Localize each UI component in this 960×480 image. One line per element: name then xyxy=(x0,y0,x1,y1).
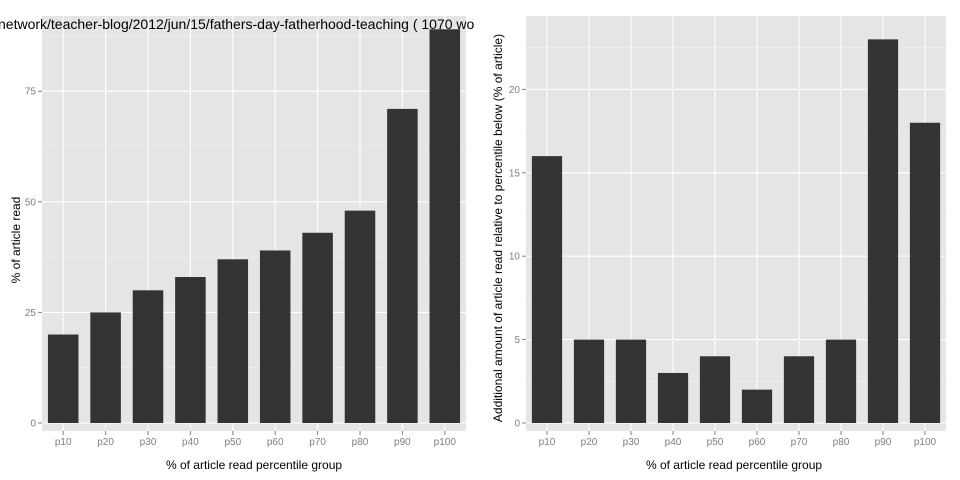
right-x-tick-label: p40 xyxy=(665,437,682,448)
left-bar-p90 xyxy=(387,108,418,424)
left-bar-p20 xyxy=(90,312,121,423)
left-y-tick-label: 75 xyxy=(25,87,37,98)
right-y-tick-label: 5 xyxy=(514,335,520,346)
left-bars xyxy=(47,29,461,424)
left-y-tick-label: 0 xyxy=(30,419,36,430)
left-x-tick-label: p70 xyxy=(309,437,326,448)
left-x-tick-label: p30 xyxy=(140,437,157,448)
left-chart-title: network/teacher-blog/2012/jun/15/fathers… xyxy=(0,16,475,32)
chart-right: 0 5 10 15 20 p10 p20 p30 p40 p50 p60 p70 p80 p90 p100… xyxy=(491,16,946,472)
right-x-tick-label: p70 xyxy=(791,437,808,448)
right-x-tick-label: p10 xyxy=(539,437,556,448)
right-bars xyxy=(531,39,941,424)
right-x-tick-label: p90 xyxy=(875,437,892,448)
right-x-axis-title: % of article read percentile group xyxy=(646,458,822,472)
right-x-tick-label: p60 xyxy=(749,437,766,448)
right-bar-p60 xyxy=(741,389,773,423)
left-bar-p10 xyxy=(47,334,79,423)
right-y-axis-title: Additional amount of article read relati… xyxy=(491,34,505,422)
left-y-axis-title: % of article read xyxy=(9,197,23,284)
left-x-tick-label: p80 xyxy=(352,437,369,448)
left-bar-p50 xyxy=(217,259,249,423)
left-x-axis-title: % of article read percentile group xyxy=(166,458,342,472)
left-bar-p100 xyxy=(429,29,461,424)
left-bar-p60 xyxy=(259,250,291,423)
right-x-tick-label: p100 xyxy=(914,437,937,448)
left-x-axis: p10 p20 p30 p40 p50 p60 p70 p80 p90 p100 xyxy=(55,431,457,448)
left-x-tick-label: p50 xyxy=(224,437,241,448)
left-x-tick-label: p20 xyxy=(97,437,114,448)
left-x-tick-label: p40 xyxy=(182,437,199,448)
right-x-tick-label: p20 xyxy=(581,437,598,448)
right-bar-p90 xyxy=(867,39,899,424)
left-y-tick-label: 25 xyxy=(25,308,37,319)
left-x-tick-label: p10 xyxy=(55,437,72,448)
right-y-tick-label: 10 xyxy=(509,252,521,263)
left-x-tick-label: p60 xyxy=(267,437,284,448)
right-bar-p80 xyxy=(825,339,857,423)
right-y-axis: 0 5 10 15 20 xyxy=(509,85,526,430)
right-x-tick-label: p80 xyxy=(833,437,850,448)
right-y-tick-label: 0 xyxy=(514,419,520,430)
left-bar-p80 xyxy=(344,210,376,423)
left-bar-p30 xyxy=(132,290,164,423)
right-bar-p70 xyxy=(783,356,815,423)
right-bar-p30 xyxy=(615,339,647,423)
right-x-axis: p10 p20 p30 p40 p50 p60 p70 p80 p90 p100 xyxy=(539,431,937,448)
right-bar-p10 xyxy=(531,156,563,424)
right-y-tick-label: 20 xyxy=(509,85,521,96)
right-bar-p100 xyxy=(909,122,941,424)
left-bar-p40 xyxy=(175,277,206,423)
left-y-axis: 0 25 50 75 xyxy=(25,87,42,430)
right-x-tick-label: p50 xyxy=(707,437,724,448)
right-bar-p50 xyxy=(699,356,731,423)
right-y-tick-label: 15 xyxy=(509,168,521,179)
left-y-tick-label: 50 xyxy=(25,197,37,208)
left-x-tick-label: p90 xyxy=(394,437,411,448)
right-bar-p40 xyxy=(657,372,689,423)
right-x-tick-label: p30 xyxy=(623,437,640,448)
right-bar-p20 xyxy=(573,339,605,423)
left-bar-p70 xyxy=(302,232,333,423)
left-x-tick-label: p100 xyxy=(434,437,457,448)
